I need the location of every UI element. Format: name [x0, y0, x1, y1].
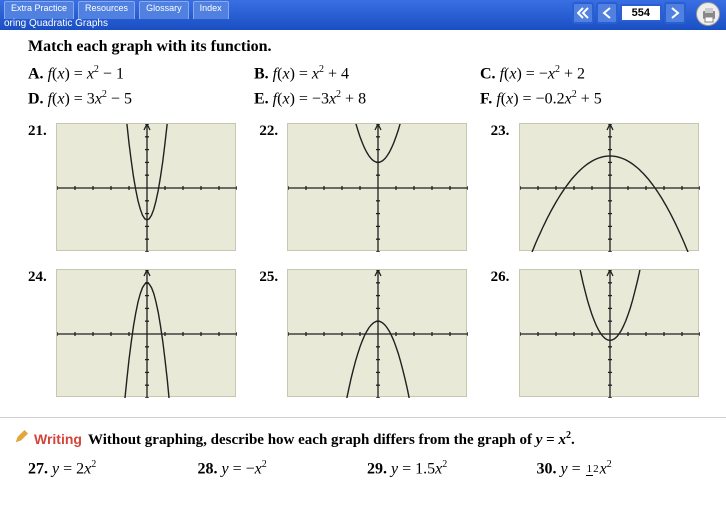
writing-prompt: Writing Without graphing, describe how e…: [14, 430, 706, 449]
graph-box: [56, 123, 236, 251]
graph-box: [519, 123, 699, 251]
instruction-text: Match each graph with its function.: [28, 38, 706, 56]
graph-box: [287, 269, 467, 397]
tab-resources[interactable]: Resources: [78, 1, 135, 19]
section-title-fragment: oring Quadratic Graphs: [4, 18, 108, 29]
graph-box: [519, 269, 699, 397]
graph-number: 25.: [259, 269, 287, 286]
parabola-graph: [520, 124, 700, 252]
tab-glossary[interactable]: Glossary: [139, 1, 189, 19]
pencil-icon: [14, 430, 28, 444]
eq-number: 27.: [28, 460, 48, 477]
eq-number: 29.: [367, 460, 387, 477]
equation-28: 28. y = −x2: [198, 459, 368, 478]
nav-prev2-button[interactable]: [572, 2, 594, 24]
graph-cell: 21.: [28, 123, 243, 251]
function-label: D.: [28, 91, 44, 108]
double-chevron-left-icon: [577, 7, 589, 19]
graph-number: 23.: [491, 123, 519, 140]
print-button[interactable]: [696, 2, 720, 26]
chevron-right-icon: [670, 7, 680, 19]
nav-prev-button[interactable]: [596, 2, 618, 24]
writing-text-prefix: Without graphing, describe how each grap…: [88, 432, 536, 448]
top-navigation-bar: Extra Practice Resources Glossary Index …: [0, 0, 726, 30]
function-list: A. f(x) = x2 − 1 B. f(x) = x2 + 4 C. f(x…: [28, 64, 706, 109]
parabola-graph: [57, 270, 237, 398]
graph-grid: 21. 22. 23. 24. 25. 26.: [28, 123, 706, 397]
parabola-graph: [520, 270, 700, 398]
page-number-field[interactable]: 554: [620, 4, 662, 22]
tab-extra-practice[interactable]: Extra Practice: [4, 1, 74, 19]
function-B: B. f(x) = x2 + 4: [254, 64, 480, 83]
function-label: A.: [28, 65, 44, 82]
writing-text: Without graphing, describe how each grap…: [88, 430, 575, 449]
function-F: F. f(x) = −0.2x2 + 5: [480, 89, 706, 108]
equation-27: 27. y = 2x2: [28, 459, 198, 478]
function-label: B.: [254, 65, 269, 82]
parabola-graph: [288, 124, 468, 252]
writing-section: Writing Without graphing, describe how e…: [0, 417, 726, 478]
page-nav-controls: 554: [572, 2, 686, 24]
graph-cell: 22.: [259, 123, 474, 251]
printer-icon: [697, 3, 721, 27]
chevron-left-icon: [602, 7, 612, 19]
graph-number: 26.: [491, 269, 519, 286]
graph-cell: 24.: [28, 269, 243, 397]
graph-box: [287, 123, 467, 251]
writing-label: Writing: [34, 431, 82, 447]
equation-30: 30. y = 12x2: [537, 459, 707, 478]
graph-cell: 26.: [491, 269, 706, 397]
tab-index[interactable]: Index: [193, 1, 229, 19]
graph-cell: 23.: [491, 123, 706, 251]
function-D: D. f(x) = 3x2 − 5: [28, 89, 254, 108]
graph-number: 24.: [28, 269, 56, 286]
topbar-tabs: Extra Practice Resources Glossary Index: [0, 1, 229, 19]
parabola-graph: [57, 124, 237, 252]
function-C: C. f(x) = −x2 + 2: [480, 64, 706, 83]
equation-29: 29. y = 1.5x2: [367, 459, 537, 478]
function-E: E. f(x) = −3x2 + 8: [254, 89, 480, 108]
function-label: F.: [480, 91, 492, 108]
eq-number: 28.: [198, 460, 218, 477]
eq-number: 30.: [537, 460, 557, 477]
graph-number: 21.: [28, 123, 56, 140]
fraction-denominator: 2: [593, 463, 599, 475]
graph-cell: 25.: [259, 269, 474, 397]
nav-next-button[interactable]: [664, 2, 686, 24]
parabola-graph: [288, 270, 468, 398]
page-content: Match each graph with its function. A. f…: [0, 30, 726, 397]
function-label: E.: [254, 91, 269, 108]
function-label: C.: [480, 65, 496, 82]
graph-box: [56, 269, 236, 397]
equation-list: 27. y = 2x2 28. y = −x2 29. y = 1.5x2 30…: [14, 459, 706, 478]
function-A: A. f(x) = x2 − 1: [28, 64, 254, 83]
graph-number: 22.: [259, 123, 287, 140]
